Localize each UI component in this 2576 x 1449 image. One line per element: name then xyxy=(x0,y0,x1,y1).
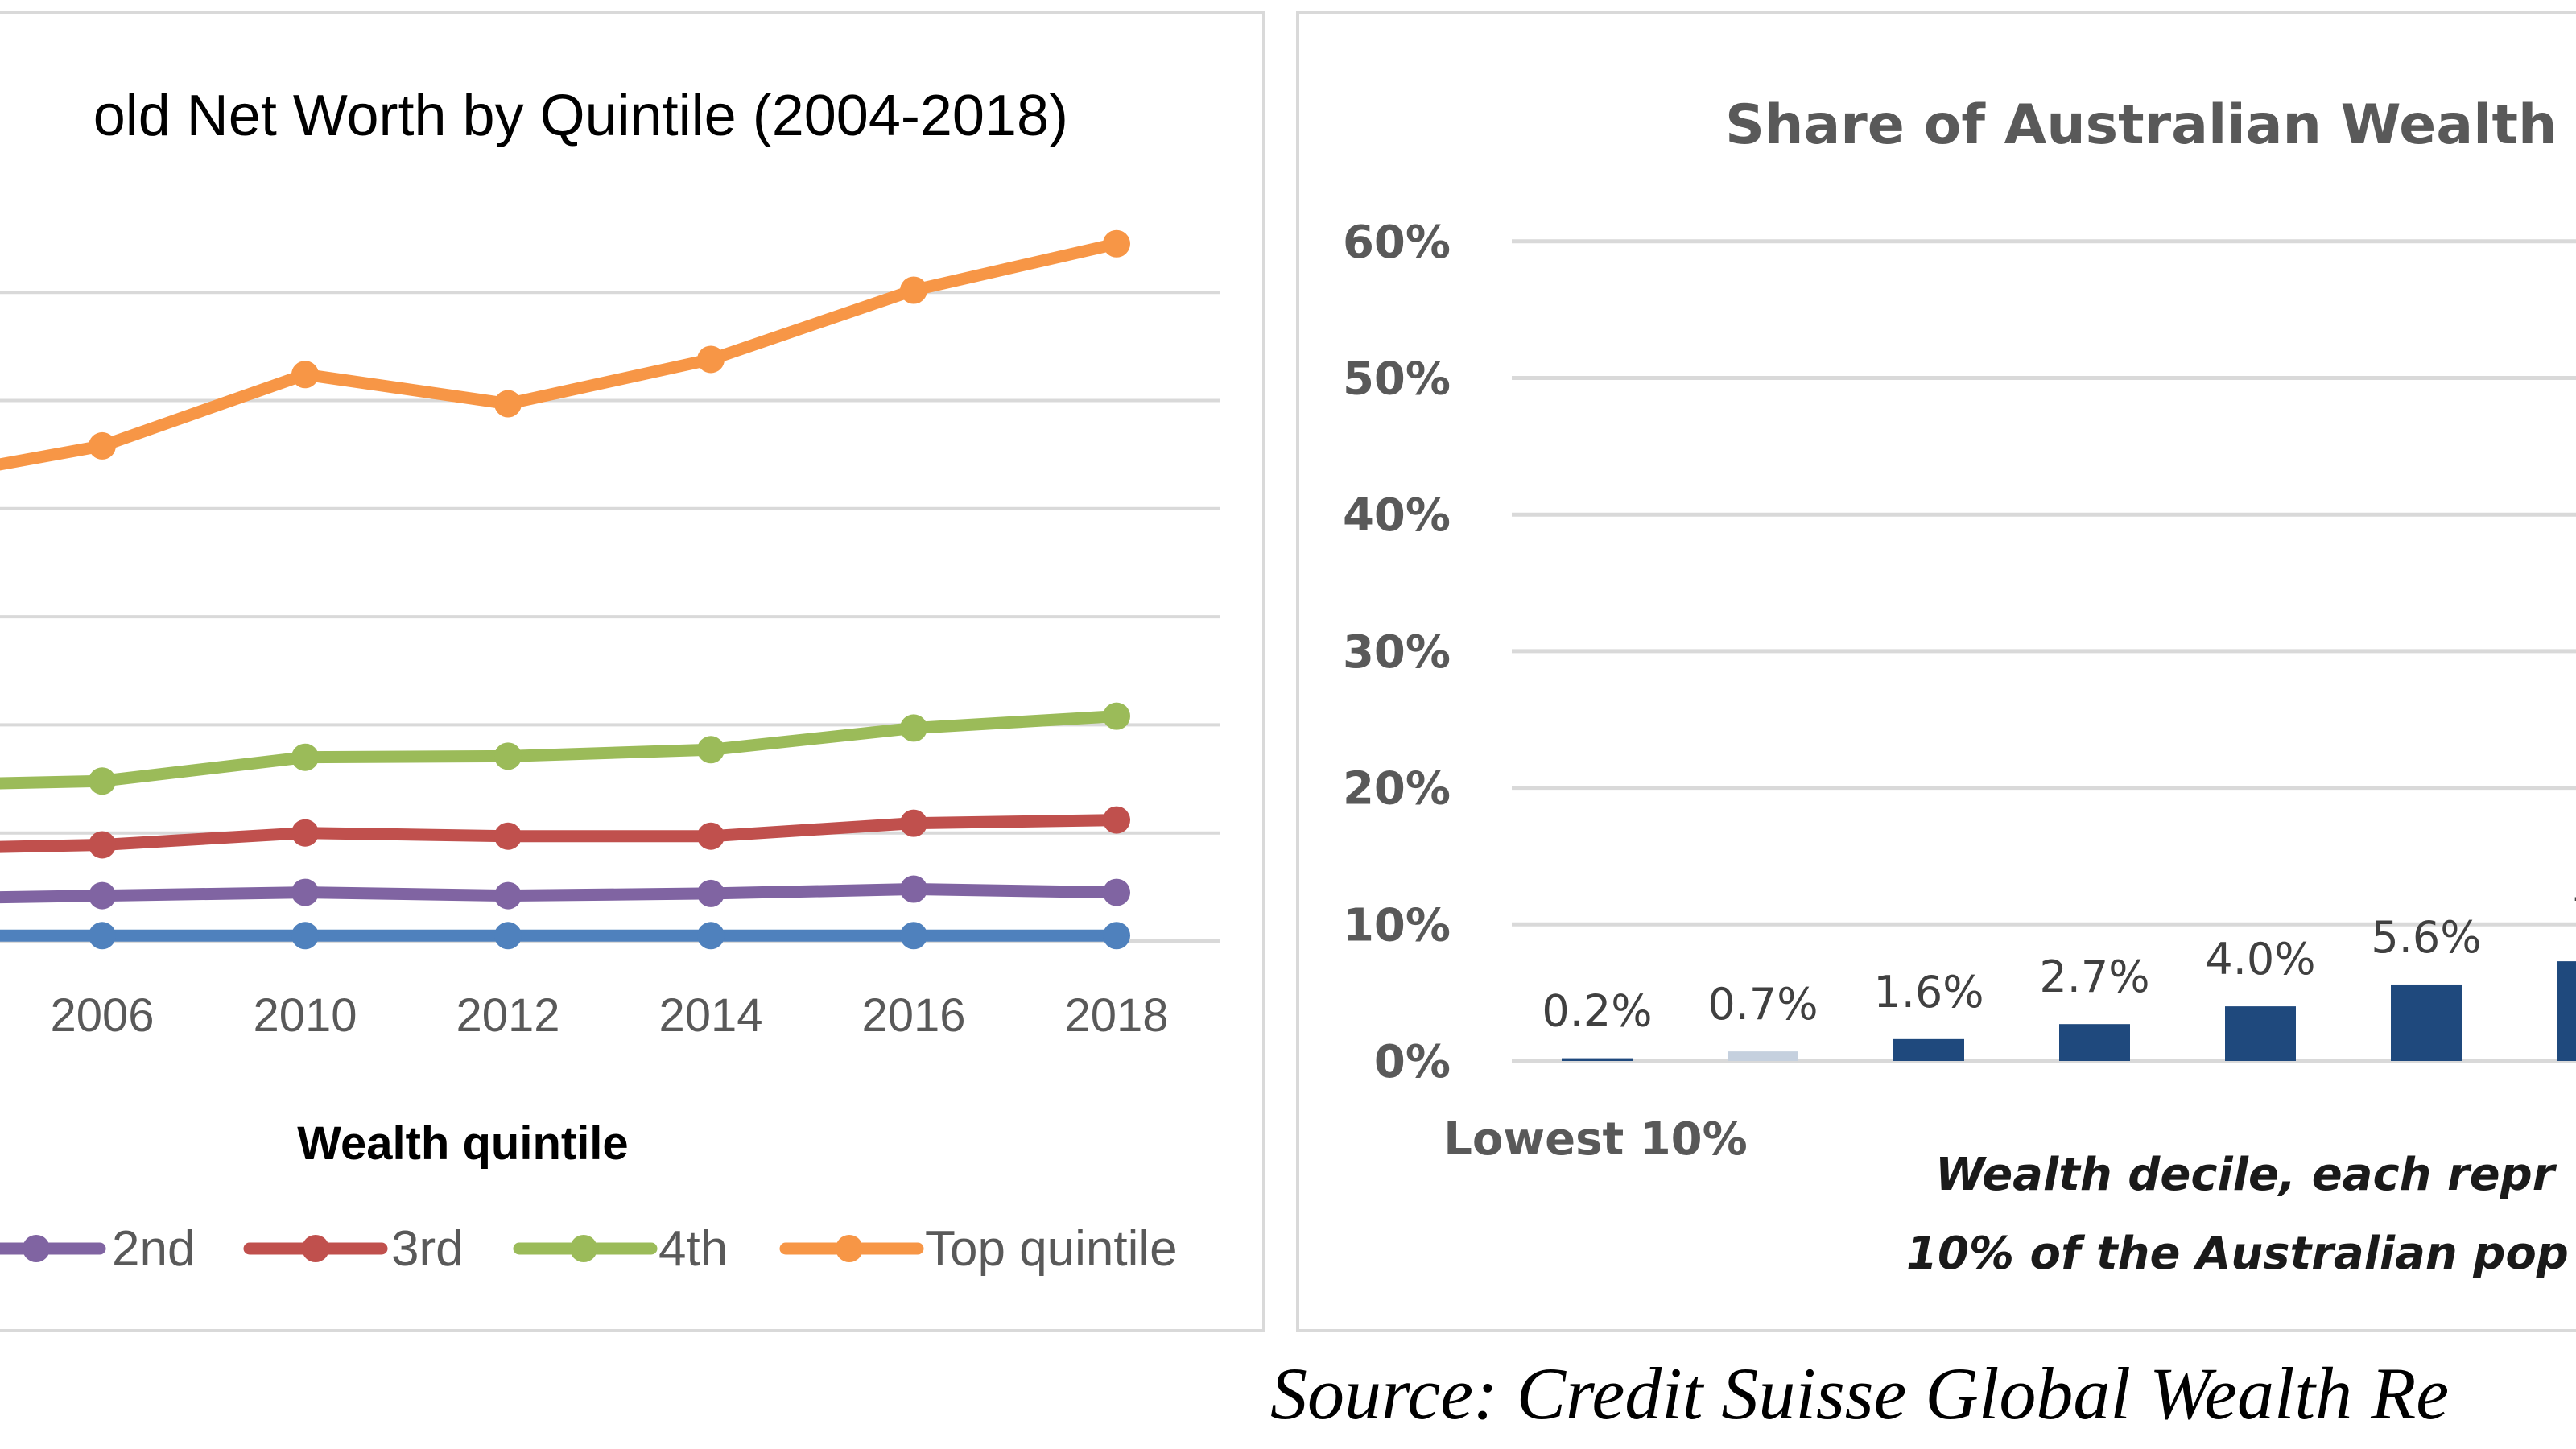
data-point xyxy=(291,819,319,847)
data-point xyxy=(900,875,927,903)
bar xyxy=(2391,984,2462,1061)
series-lowest xyxy=(0,922,1130,950)
x-tick-label: 2006 xyxy=(50,989,154,1042)
right-chart-border xyxy=(1296,11,2576,1332)
right-chart-title: Share of Australian Wealth xyxy=(1725,93,2557,157)
left-x-tick-labels: 2006 2010 2012 2014 2016 2018 xyxy=(50,989,1168,1042)
data-point xyxy=(494,742,522,770)
bar xyxy=(1893,1038,1964,1061)
y-tick-label: 20% xyxy=(1343,763,1451,815)
data-point xyxy=(494,822,522,850)
series-3rd xyxy=(0,806,1130,859)
data-point xyxy=(900,922,927,950)
data-point xyxy=(1103,922,1130,950)
x-tick-label: 2010 xyxy=(253,989,357,1042)
data-point xyxy=(900,276,927,304)
x-tick-label: 2012 xyxy=(456,989,559,1042)
data-label: 5.6% xyxy=(2371,912,2481,963)
legend-item: 2nd xyxy=(0,1221,195,1277)
data-point xyxy=(697,736,724,764)
data-point xyxy=(1103,806,1130,834)
right-x-axis-title-line2: 10% of the Australian pop xyxy=(1906,1228,2569,1280)
legend-marker-icon xyxy=(836,1235,863,1262)
left-chart-panel: old Net Worth by Quintile (2004-2018) 20… xyxy=(0,11,1265,1332)
y-tick-label: 0% xyxy=(1374,1036,1451,1088)
data-point xyxy=(900,809,927,837)
data-point xyxy=(89,922,116,950)
data-label: 1.6% xyxy=(1873,967,1984,1018)
data-point xyxy=(89,831,116,859)
data-point xyxy=(291,878,319,906)
left-series xyxy=(0,229,1130,950)
data-point xyxy=(291,922,319,950)
data-label: 0.7% xyxy=(1707,979,1818,1030)
series-top-quintile xyxy=(0,229,1130,471)
data-point xyxy=(900,714,927,742)
first-category-label: Lowest 10% xyxy=(1443,1113,1748,1166)
data-point xyxy=(1103,878,1130,906)
left-chart-border xyxy=(0,11,1265,1332)
x-tick-label: 2014 xyxy=(658,989,762,1042)
data-point xyxy=(1103,229,1130,258)
source-caption: Source: Credit Suisse Global Wealth Re xyxy=(1270,1352,2449,1435)
x-tick-label: 2018 xyxy=(1064,989,1168,1042)
data-point xyxy=(697,345,724,374)
data-point xyxy=(494,881,522,910)
data-point xyxy=(89,431,116,460)
data-label: 7. xyxy=(2571,889,2576,939)
right-gridlines: 0% 10% 20% 30% 40% 50% 60% xyxy=(1343,217,2576,1088)
right-chart-panel: Share of Australian Wealth 0% 10% 20% 30% 40… xyxy=(1296,11,2576,1332)
y-tick-label: 50% xyxy=(1343,353,1451,406)
right-bars: 0.2% 0.7% 1.6% 2.7% 4.0% 5.6% 7. xyxy=(1542,889,2576,1061)
data-point xyxy=(697,922,724,950)
bar xyxy=(2225,1006,2296,1061)
bar xyxy=(1728,1051,1798,1061)
y-tick-label: 40% xyxy=(1343,489,1451,542)
data-label: 2.7% xyxy=(2039,952,2149,1002)
legend-marker-icon xyxy=(570,1235,597,1262)
series-4th xyxy=(0,702,1130,795)
y-tick-label: 60% xyxy=(1343,217,1451,269)
y-tick-label: 10% xyxy=(1343,899,1451,952)
bar xyxy=(2059,1024,2130,1061)
data-point xyxy=(89,767,116,795)
data-point xyxy=(697,879,724,907)
data-label: 4.0% xyxy=(2205,934,2315,985)
data-point xyxy=(1103,702,1130,730)
data-point xyxy=(697,822,724,850)
legend-marker-icon xyxy=(23,1235,50,1262)
y-tick-label: 30% xyxy=(1343,626,1451,679)
data-point xyxy=(291,743,319,771)
legend-marker-icon xyxy=(302,1235,329,1262)
data-point xyxy=(494,922,522,950)
right-x-axis-title-line1: Wealth decile, each repr xyxy=(1935,1149,2557,1201)
series-2nd xyxy=(0,875,1130,910)
legend-item: 3rd xyxy=(243,1221,464,1277)
bar xyxy=(2557,961,2576,1061)
left-x-axis-title: Wealth quintile xyxy=(297,1117,628,1170)
legend-label: 4th xyxy=(658,1221,728,1277)
x-tick-label: 2016 xyxy=(861,989,965,1042)
legend-label: Top quintile xyxy=(925,1221,1178,1277)
legend-label: 3rd xyxy=(391,1221,464,1277)
left-legend: 2nd 3rd 4th Top quintile xyxy=(0,1221,1178,1277)
left-chart-title: old Net Worth by Quintile (2004-2018) xyxy=(93,84,1068,148)
data-point xyxy=(89,881,116,910)
data-point xyxy=(494,390,522,418)
data-label: 0.2% xyxy=(1542,986,1652,1037)
legend-item: Top quintile xyxy=(779,1221,1178,1277)
legend-item: 4th xyxy=(513,1221,728,1277)
data-point xyxy=(291,361,319,389)
legend-label: 2nd xyxy=(112,1221,195,1277)
bar xyxy=(1562,1058,1633,1061)
